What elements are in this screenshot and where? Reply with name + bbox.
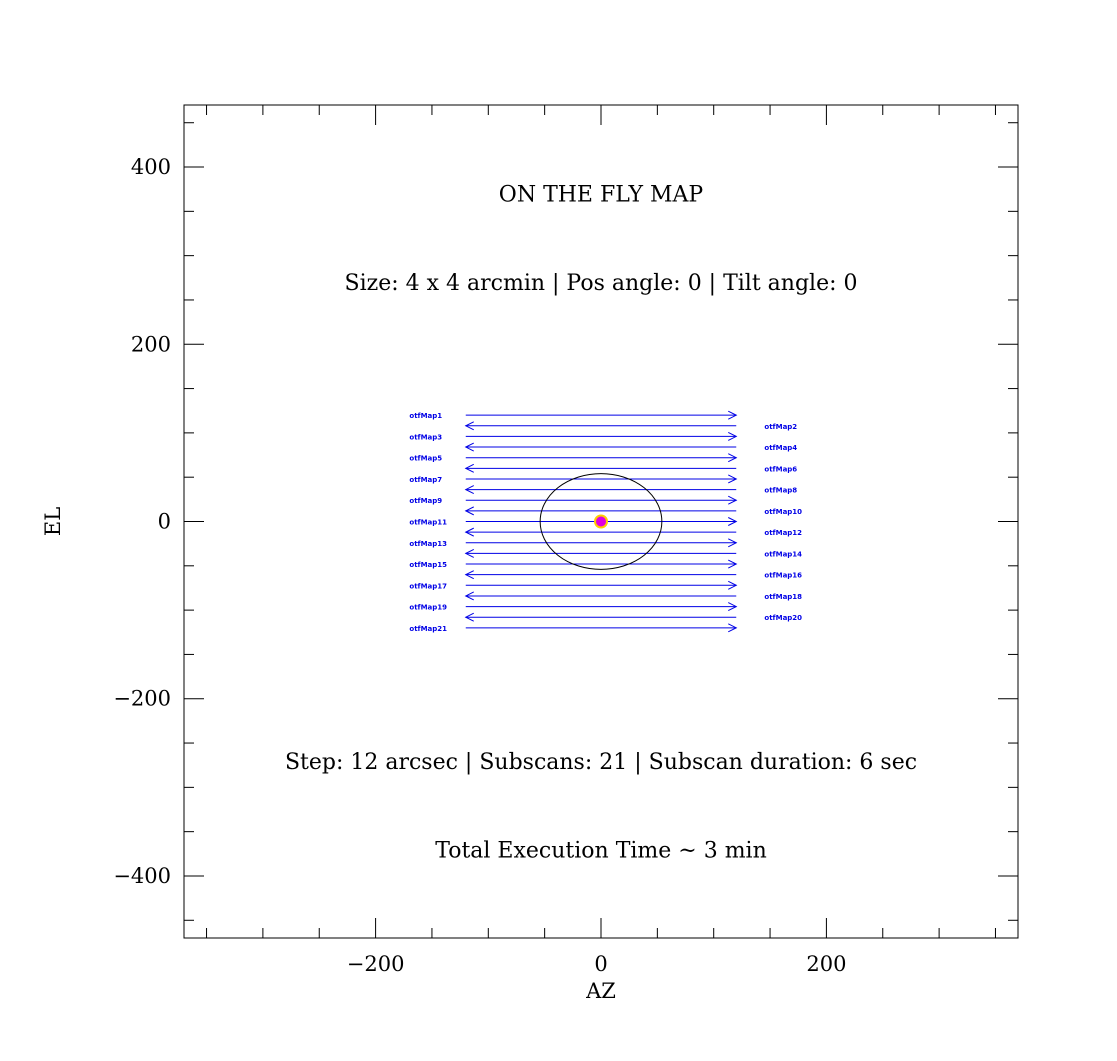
subscan-label: otfMap5 [409,455,442,463]
subscan-arrowhead [464,506,474,516]
subscan-arrowhead [728,580,738,590]
subscan-arrowhead [728,538,738,548]
subscan-label: otfMap2 [764,423,797,431]
x-tick-label: 0 [594,952,607,976]
subscan-label: otfMap9 [409,497,442,505]
subscan-label: otfMap21 [409,625,447,633]
y-tick-label: −200 [113,687,171,711]
subscan-label: otfMap3 [409,433,442,441]
x-tick-label: 200 [806,952,846,976]
subscan-arrowhead [728,602,738,612]
beam-circle [539,473,663,570]
subscan-labels: otfMap1 otfMap2 otfMap3 otfMap4 otfMap5 otfMa… [409,412,802,633]
x-tick-label: −200 [347,952,405,976]
subscan-label: otfMap11 [409,519,447,527]
subscan-label: otfMap14 [764,550,802,558]
subscan-arrowhead [464,442,474,452]
subscan-arrowhead [464,548,474,558]
subscan-arrowhead [464,591,474,601]
subscan-arrowhead [464,485,474,495]
subscan-label: otfMap18 [764,593,802,601]
subscan-label: otfMap16 [764,572,802,580]
subscan-label: otfMap8 [764,487,797,495]
subscan-label: otfMap17 [409,582,447,590]
y-tick-label: 200 [131,332,171,356]
y-tick-label: −400 [113,864,171,888]
subscan-label: otfMap19 [409,604,447,612]
subscan-arrowhead [728,410,738,420]
subscan-lines [464,410,738,633]
subscan-arrowhead [728,559,738,569]
step-info-text: Step: 12 arcsec | Subscans: 21 | Subscan… [285,750,917,775]
subscan-arrowhead [464,421,474,431]
subscan-label: otfMap7 [409,476,442,484]
subscan-label: otfMap4 [764,444,797,452]
subscan-arrowhead [728,474,738,484]
chart-title: ON THE FLY MAP [499,183,704,208]
subscan-label: otfMap10 [764,508,802,516]
subscan-label: otfMap13 [409,540,447,548]
subscan-arrowhead [728,623,738,633]
subscan-arrowhead [464,612,474,622]
size-info-text: Size: 4 x 4 arcmin | Pos angle: 0 | Tilt… [345,271,858,296]
subscan-label: otfMap15 [409,561,447,569]
y-tick-label: 0 [158,510,171,534]
subscan-label: otfMap1 [409,412,442,420]
y-axis-label: EL [41,507,65,536]
y-tick-label: 400 [131,155,171,179]
source-marker [594,514,608,529]
subscan-arrowhead [464,527,474,537]
total-time-text: Total Execution Time ~ 3 min [435,838,767,863]
tick-labels: −200 0 200 −400 −200 0 200 400 [113,155,846,976]
subscan-label: otfMap20 [764,614,802,622]
axis-ticks [184,105,1018,938]
subscan-label: otfMap12 [764,529,802,537]
plot-frame [183,104,1019,939]
subscan-arrowhead [728,431,738,441]
subscan-arrowhead [728,495,738,505]
x-axis-label: AZ [585,979,616,1003]
subscan-arrowhead [464,463,474,473]
subscan-arrowhead [728,453,738,463]
subscan-arrowhead [464,570,474,580]
subscan-arrowhead [728,517,738,526]
subscan-label: otfMap6 [764,465,797,473]
